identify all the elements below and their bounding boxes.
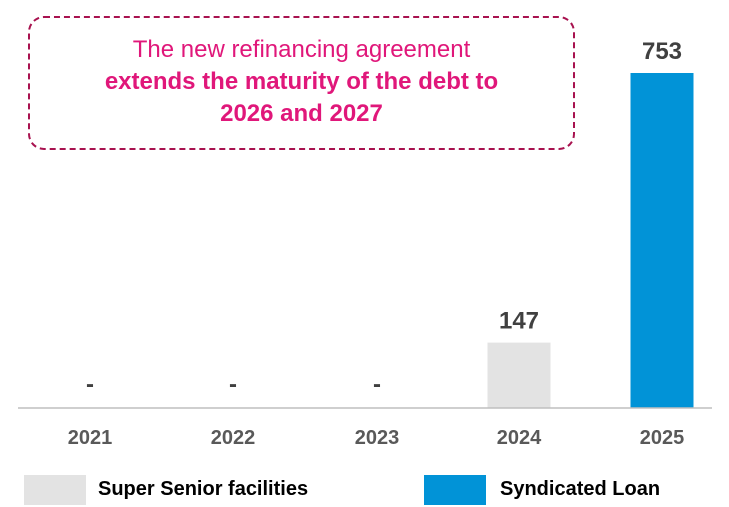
x-tick-label-2021: 2021 [68, 427, 113, 449]
callout-line-1: The new refinancing agreement [132, 36, 471, 63]
callout-line-2: extends the maturity of the debt to [104, 68, 499, 95]
data-labels: - - - 147 753 [86, 38, 682, 398]
legend-label-syndicated-loan: Syndicated Loan [500, 478, 661, 500]
callout-line-3: 2026 and 2027 [220, 100, 383, 127]
data-label-2024: 147 [499, 308, 539, 335]
x-tick-labels: 2021 2022 2023 2024 2025 [68, 427, 685, 449]
bar-2025-series-1 [630, 73, 694, 408]
x-tick-label-2025: 2025 [640, 427, 685, 449]
x-tick-label-2022: 2022 [211, 427, 256, 449]
bars-group [487, 73, 694, 408]
x-tick-label-2023: 2023 [355, 427, 400, 449]
legend-swatch-super-senior [24, 475, 86, 505]
data-label-2023: - [373, 371, 381, 398]
bar-2024-series-0 [487, 342, 551, 408]
legend-swatch-syndicated-loan [424, 475, 486, 505]
legend-label-super-senior: Super Senior facilities [98, 478, 309, 500]
data-label-2025: 753 [642, 38, 682, 65]
data-label-2021: - [86, 371, 94, 398]
data-label-2022: - [229, 371, 237, 398]
x-tick-label-2024: 2024 [497, 427, 542, 449]
refinancing-callout: The new refinancing agreement extends th… [28, 16, 575, 150]
